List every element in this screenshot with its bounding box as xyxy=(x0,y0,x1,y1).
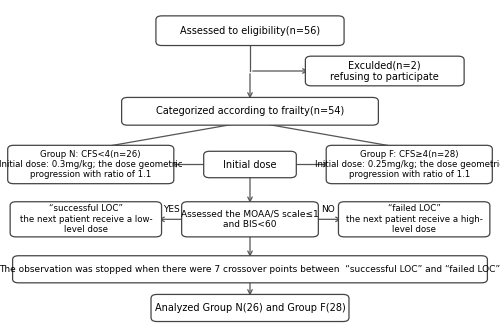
FancyBboxPatch shape xyxy=(326,145,492,184)
FancyBboxPatch shape xyxy=(156,16,344,45)
Text: Assessed the MOAA/S scale≤1
and BIS<60: Assessed the MOAA/S scale≤1 and BIS<60 xyxy=(181,210,319,229)
Text: Group N: CFS<4(n=26)
Initial dose: 0.3mg/kg; the dose geometric
progression with: Group N: CFS<4(n=26) Initial dose: 0.3mg… xyxy=(0,150,182,179)
Text: “failed LOC”
the next patient receive a high-
level dose: “failed LOC” the next patient receive a … xyxy=(346,204,482,234)
FancyBboxPatch shape xyxy=(306,56,464,86)
Text: NO: NO xyxy=(322,205,336,214)
FancyBboxPatch shape xyxy=(12,256,488,283)
Text: Assessed to eligibility(n=56): Assessed to eligibility(n=56) xyxy=(180,26,320,36)
FancyBboxPatch shape xyxy=(182,202,318,237)
FancyBboxPatch shape xyxy=(204,151,296,178)
Text: Exculded(n=2)
refusing to participate: Exculded(n=2) refusing to participate xyxy=(330,60,439,82)
FancyBboxPatch shape xyxy=(10,202,162,237)
FancyBboxPatch shape xyxy=(8,145,174,184)
FancyBboxPatch shape xyxy=(122,97,378,125)
FancyBboxPatch shape xyxy=(338,202,490,237)
Text: Group F: CFS≥4(n=28)
Initial dose: 0.25mg/kg; the dose geometric
progression wit: Group F: CFS≥4(n=28) Initial dose: 0.25m… xyxy=(315,150,500,179)
Text: The observation was stopped when there were 7 crossover points between  “success: The observation was stopped when there w… xyxy=(0,265,500,274)
Text: “successful LOC”
the next patient receive a low-
level dose: “successful LOC” the next patient receiv… xyxy=(20,204,152,234)
Text: YES: YES xyxy=(163,205,180,214)
Text: Analyzed Group N(26) and Group F(28): Analyzed Group N(26) and Group F(28) xyxy=(154,303,346,313)
Text: Categorized according to frailty(n=54): Categorized according to frailty(n=54) xyxy=(156,106,344,116)
FancyBboxPatch shape xyxy=(151,294,349,321)
Text: Initial dose: Initial dose xyxy=(223,160,277,169)
